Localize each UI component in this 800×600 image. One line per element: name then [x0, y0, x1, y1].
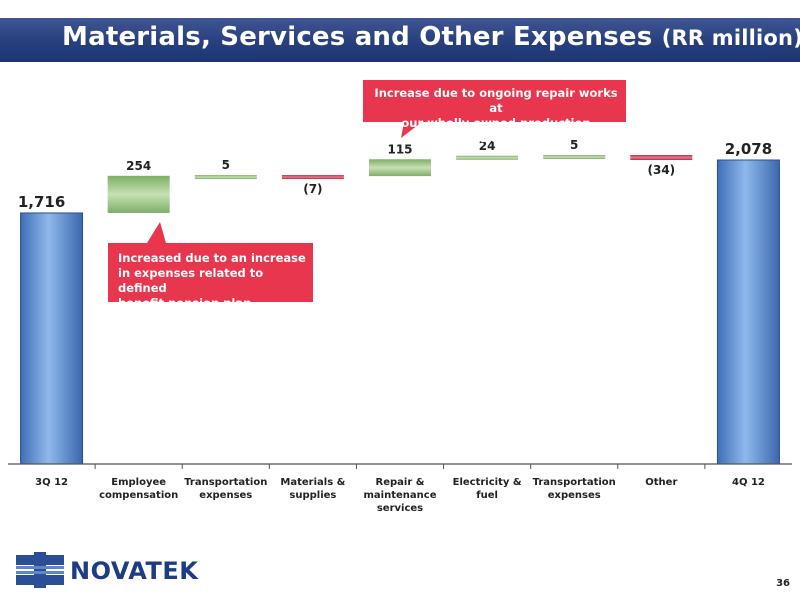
- page-number: 36: [776, 578, 790, 589]
- novatek-logo-text: NOVATEK: [70, 557, 199, 585]
- category-label: 4Q 12: [732, 477, 765, 488]
- novatek-logo-icon: [16, 552, 64, 588]
- bar: [281, 175, 344, 180]
- category-label: Other: [645, 477, 677, 488]
- callout-employee-line: in expenses related to defined: [118, 266, 264, 295]
- value-label: (7): [303, 182, 322, 196]
- value-label: 115: [387, 142, 412, 156]
- category-label: Employee compensation: [99, 477, 178, 501]
- value-label: 1,716: [18, 193, 65, 211]
- category-label: Transportation expenses: [184, 477, 267, 501]
- callout-repair: Increase due to ongoing repair works at …: [370, 86, 622, 146]
- value-label: 2,078: [725, 140, 772, 158]
- value-label: 254: [126, 159, 151, 173]
- title-unit: (RR million): [661, 26, 800, 50]
- bar: [194, 175, 257, 180]
- value-label: (34): [647, 163, 675, 177]
- bar: [630, 155, 693, 160]
- callout-employee-line: benefit pension plan: [118, 296, 252, 310]
- bar: [456, 155, 519, 160]
- category-label: Electricity & fuel: [453, 477, 522, 501]
- callout-repair-line: Increase due to ongoing repair works at: [374, 86, 618, 115]
- callout-employee-box: [108, 222, 313, 302]
- title-main: Materials, Services and Other Expenses: [62, 22, 653, 52]
- callout-repair-box: [363, 80, 626, 138]
- bar: [369, 159, 431, 177]
- bar: [543, 155, 606, 160]
- bar: [107, 175, 170, 213]
- category-label: Materials & supplies: [280, 477, 345, 501]
- callout-employee-line: Increased due to an increase: [118, 251, 306, 265]
- value-label: 5: [222, 158, 230, 172]
- title-bar: [0, 18, 800, 62]
- value-label: 5: [570, 138, 578, 152]
- category-label: 3Q 12: [35, 477, 68, 488]
- bar: [716, 159, 780, 465]
- callout-repair-line: our wholly owned production subsidiaries: [401, 116, 591, 145]
- callout-employee: Increased due to an increase in expenses…: [118, 251, 308, 311]
- category-label: Repair & maintenance services: [364, 477, 437, 514]
- value-label: 24: [479, 139, 496, 153]
- bar: [20, 212, 84, 465]
- category-label: Transportation expenses: [533, 477, 616, 501]
- page-title: Materials, Services and Other Expenses (…: [62, 22, 800, 52]
